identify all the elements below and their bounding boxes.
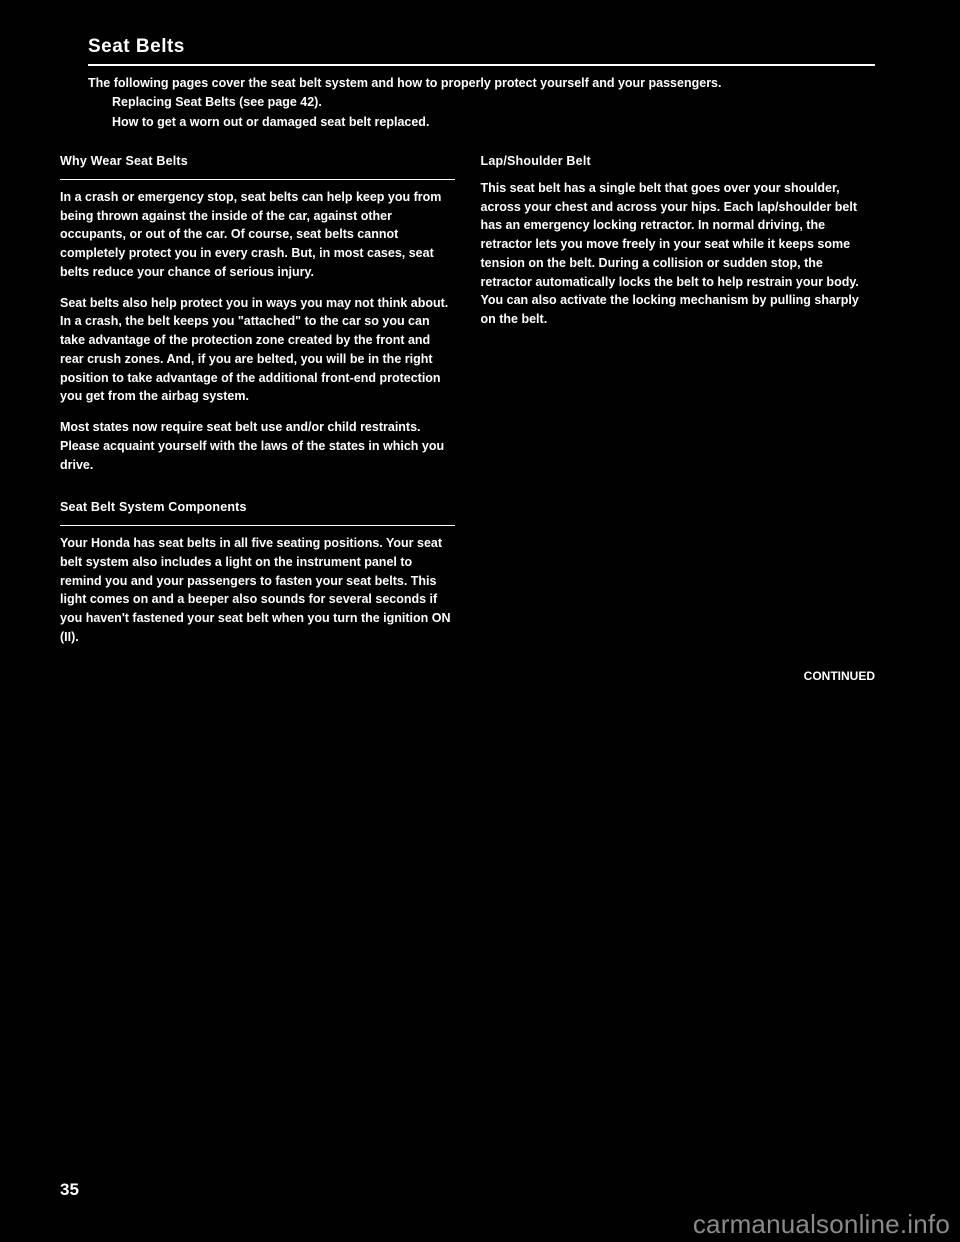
components-p1: Your Honda has seat belts in all five se… xyxy=(60,534,455,647)
page-title: Seat Belts xyxy=(88,36,875,58)
left-column: Why Wear Seat Belts In a crash or emerge… xyxy=(60,152,455,683)
title-rule xyxy=(88,64,875,66)
right-column: Lap/Shoulder Belt This seat belt has a s… xyxy=(481,152,876,683)
section-heading-why: Why Wear Seat Belts xyxy=(60,152,455,171)
why-p1: In a crash or emergency stop, seat belts… xyxy=(60,188,455,282)
top-note-lead: The following pages cover the seat belt … xyxy=(88,74,875,93)
section-rule-2 xyxy=(60,525,455,526)
watermark: carmanualsonline.info xyxy=(693,1209,950,1240)
section-heading-lapshoulder: Lap/Shoulder Belt xyxy=(481,152,876,171)
top-note: The following pages cover the seat belt … xyxy=(88,74,875,132)
top-note-detail: How to get a worn out or damaged seat be… xyxy=(112,113,875,132)
why-p2: Seat belts also help protect you in ways… xyxy=(60,294,455,407)
why-p3: Most states now require seat belt use an… xyxy=(60,418,455,474)
page-number: 35 xyxy=(60,1180,79,1200)
lap-p1: This seat belt has a single belt that go… xyxy=(481,179,876,329)
section-rule xyxy=(60,179,455,180)
top-note-sub: Replacing Seat Belts (see page 42). xyxy=(112,93,875,112)
section-heading-components: Seat Belt System Components xyxy=(60,498,455,517)
continued-label: CONTINUED xyxy=(481,669,876,683)
